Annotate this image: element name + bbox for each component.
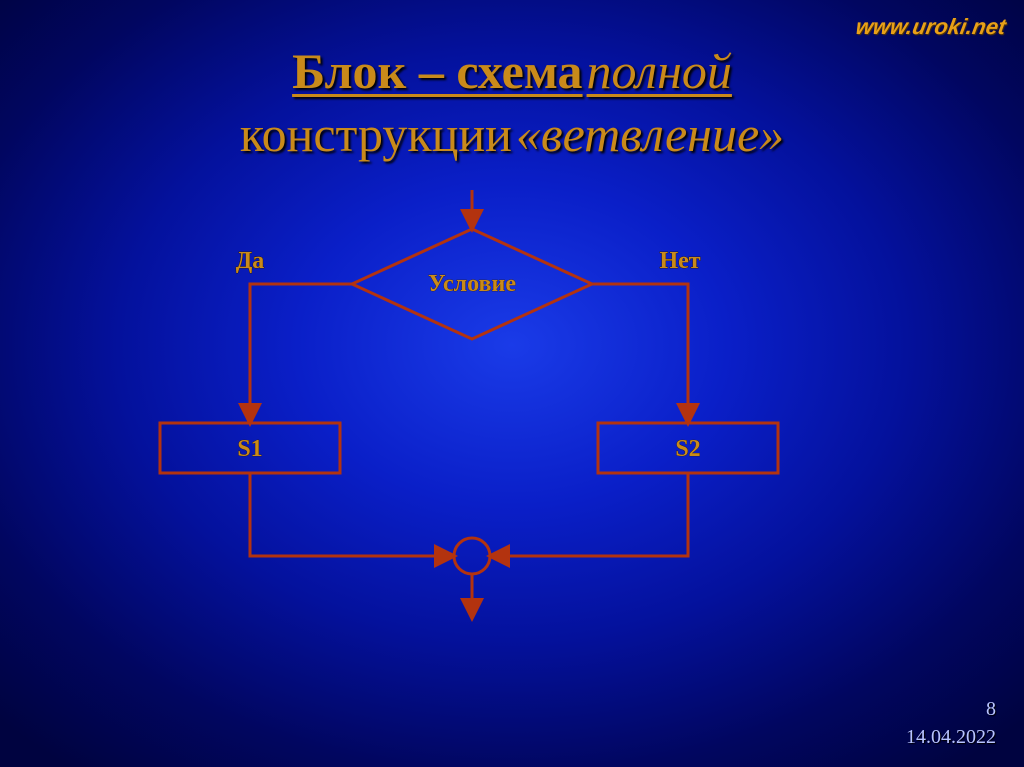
edge	[490, 473, 688, 556]
process-label: S1	[237, 436, 262, 462]
edge	[250, 473, 454, 556]
slide-date: 14.04.2022	[906, 726, 996, 749]
flowchart-edges	[250, 190, 688, 618]
branch-label: Да	[236, 248, 265, 274]
flowchart: УсловиеДаНетS1S2ДаНет	[0, 0, 1024, 767]
edge	[250, 284, 352, 423]
connector-node	[454, 538, 490, 574]
decision-label: Условие	[428, 271, 516, 297]
flowchart-nodes: УсловиеДаНетS1S2ДаНет	[160, 229, 778, 574]
process-label: S2	[675, 436, 700, 462]
edge	[592, 284, 688, 423]
slide-root: www.uroki.net Блок – схема полной констр…	[0, 0, 1024, 767]
branch-label: Нет	[659, 248, 700, 274]
page-number: 8	[986, 698, 996, 721]
